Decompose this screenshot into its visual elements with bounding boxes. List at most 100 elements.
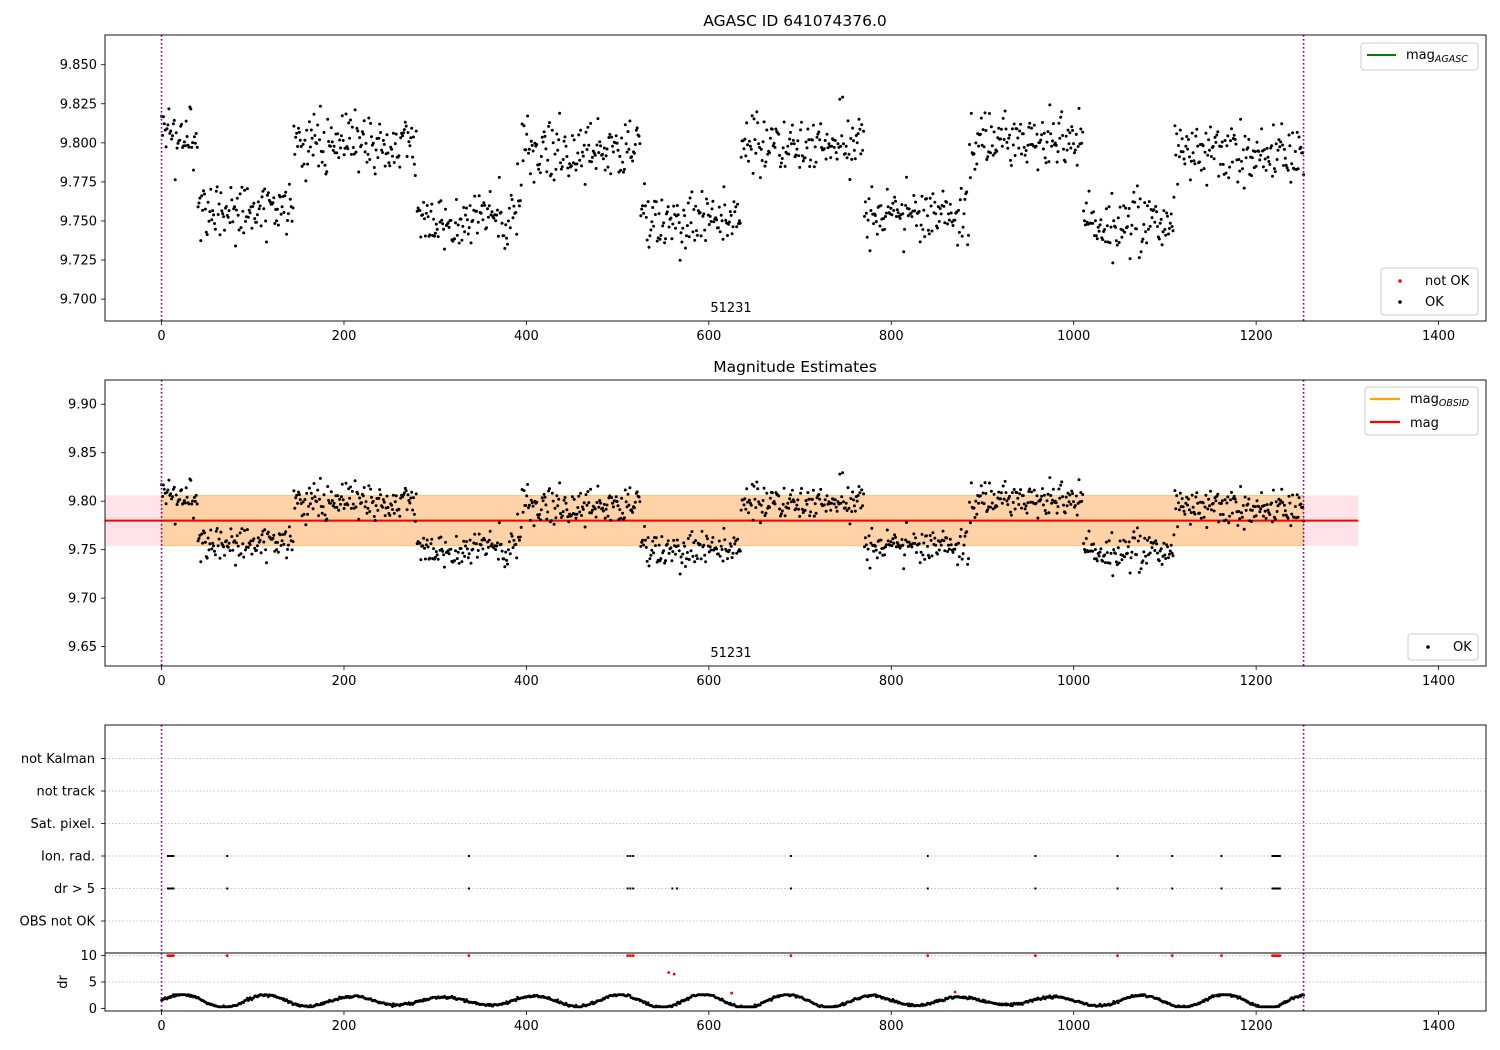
- data-point-ok: [946, 550, 949, 553]
- data-point-ok: [758, 145, 761, 149]
- data-point-ok: [216, 544, 220, 548]
- data-point-ok: [377, 496, 381, 500]
- data-point-ok: [1214, 499, 1218, 503]
- data-point-ok: [1024, 149, 1028, 152]
- data-point-ok: [184, 486, 188, 490]
- data-point-ok: [403, 120, 407, 124]
- data-point-ok: [610, 135, 614, 139]
- data-point-ok: [957, 230, 961, 234]
- data-point-ok: [782, 120, 786, 124]
- data-point-ok: [649, 553, 653, 557]
- flag-point: [166, 887, 169, 890]
- data-point-ok: [193, 499, 197, 503]
- data-point-ok: [622, 167, 626, 171]
- data-point-ok: [532, 180, 536, 184]
- data-point-ok: [893, 195, 897, 199]
- data-point-ok: [1021, 132, 1025, 136]
- data-point-ok: [1108, 561, 1112, 565]
- data-point-ok: [312, 112, 316, 116]
- data-point-ok: [1104, 540, 1108, 544]
- data-point-ok: [243, 188, 247, 192]
- data-point-ok: [792, 142, 796, 146]
- data-point-ok: [895, 208, 899, 212]
- data-point-ok: [560, 165, 564, 169]
- data-point-ok: [357, 170, 361, 174]
- data-point-ok: [1139, 567, 1143, 571]
- data-point-ok: [544, 147, 548, 151]
- data-point-ok: [567, 520, 571, 524]
- data-point-ok: [763, 514, 767, 518]
- data-point-ok: [180, 488, 184, 492]
- data-point-ok: [728, 542, 732, 546]
- data-point-ok: [475, 555, 479, 559]
- data-point-ok: [410, 126, 414, 130]
- data-point-ok: [764, 160, 768, 164]
- data-point-ok: [611, 505, 615, 509]
- data-point-ok: [369, 487, 373, 491]
- data-point-ok: [286, 543, 290, 547]
- data-point-ok: [568, 162, 572, 166]
- data-point-ok: [917, 210, 921, 213]
- data-point-ok: [1270, 144, 1274, 148]
- data-point-ok: [273, 222, 277, 225]
- data-point-ok: [705, 197, 708, 201]
- data-point-ok: [1239, 485, 1243, 488]
- data-point-ok: [187, 145, 191, 149]
- data-point-ok: [1148, 551, 1152, 555]
- data-point-ok: [758, 521, 762, 525]
- data-point-ok: [742, 147, 746, 151]
- data-point-ok: [900, 538, 904, 541]
- data-point-ok: [706, 537, 709, 541]
- data-point-ok: [873, 544, 877, 548]
- data-point-ok: [696, 209, 700, 213]
- data-point-ok: [593, 507, 597, 511]
- data-point-ok: [779, 512, 783, 516]
- y-tick-label: 9.75: [68, 543, 97, 558]
- data-point-ok: [757, 500, 761, 504]
- data-point-ok: [1211, 145, 1215, 148]
- data-point-ok: [708, 545, 712, 549]
- data-point-ok: [315, 500, 319, 504]
- data-point-ok: [672, 204, 676, 208]
- y-tick-label: 9.70: [68, 592, 97, 607]
- data-point-ok: [1214, 140, 1218, 144]
- data-point-ok: [459, 547, 463, 550]
- data-point-ok: [381, 138, 385, 142]
- data-point-ok: [812, 514, 816, 518]
- data-point-ok: [1160, 243, 1164, 247]
- data-point-ok: [967, 557, 970, 561]
- data-point-ok: [598, 499, 602, 502]
- data-point-ok: [552, 178, 556, 182]
- data-point-ok: [1168, 221, 1172, 225]
- data-point-ok: [1250, 156, 1254, 160]
- data-point-ok: [680, 561, 684, 565]
- data-point-ok: [669, 216, 673, 220]
- dr-point-not-ok: [629, 954, 632, 958]
- data-point-ok: [1018, 492, 1022, 496]
- data-point-ok: [566, 515, 570, 519]
- data-point-ok: [762, 120, 766, 124]
- data-point-ok: [838, 472, 842, 476]
- data-point-ok: [298, 498, 302, 502]
- data-point-ok: [1132, 530, 1136, 534]
- data-point-ok: [266, 530, 270, 534]
- data-point-ok: [1280, 122, 1284, 126]
- data-point-ok: [843, 506, 847, 510]
- data-point-ok: [1247, 137, 1251, 141]
- data-point-ok: [216, 213, 220, 216]
- data-point-ok: [635, 126, 639, 130]
- data-point-ok: [393, 142, 397, 146]
- data-point-ok: [190, 502, 194, 506]
- data-point-ok: [360, 143, 363, 147]
- data-point-ok: [972, 506, 976, 510]
- data-point-ok: [241, 209, 245, 213]
- data-point-ok: [589, 121, 593, 125]
- data-point-ok: [1117, 561, 1121, 565]
- data-point-ok: [1246, 146, 1250, 150]
- data-point-ok: [508, 226, 512, 230]
- data-point-ok: [731, 225, 735, 229]
- data-point-ok: [730, 232, 734, 236]
- data-point-ok: [167, 107, 171, 111]
- data-point-ok: [833, 139, 837, 142]
- data-point-ok: [1012, 122, 1016, 126]
